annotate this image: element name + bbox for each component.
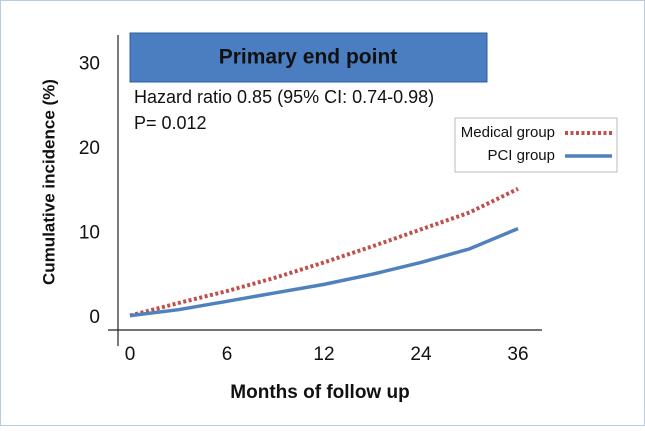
- legend-label: Medical group: [461, 124, 555, 141]
- x-tick-label: 6: [222, 344, 233, 365]
- series-line: [129, 226, 519, 318]
- title-box: [129, 32, 488, 83]
- x-tick-label: 36: [507, 344, 528, 365]
- legend-label: PCI group: [487, 147, 555, 164]
- annotation: Hazard ratio 0.85 (95% CI: 0.74-0.98): [134, 87, 434, 107]
- x-axis-label: Months of follow up: [230, 382, 409, 403]
- series-line: [129, 187, 519, 318]
- annotation: P= 0.012: [134, 113, 207, 133]
- y-tick-label: 20: [79, 138, 100, 159]
- y-tick-label: 0: [89, 307, 100, 328]
- x-tick-label: 12: [313, 344, 334, 365]
- y-tick-label: 10: [79, 223, 100, 244]
- x-tick-label: 24: [410, 344, 432, 365]
- y-tick-label: 30: [79, 54, 100, 75]
- legend: [454, 117, 618, 173]
- chart-title: Primary end point: [219, 46, 398, 69]
- x-tick-label: 0: [125, 344, 136, 365]
- y-axis-label: Cumulative incidence (%): [39, 79, 58, 285]
